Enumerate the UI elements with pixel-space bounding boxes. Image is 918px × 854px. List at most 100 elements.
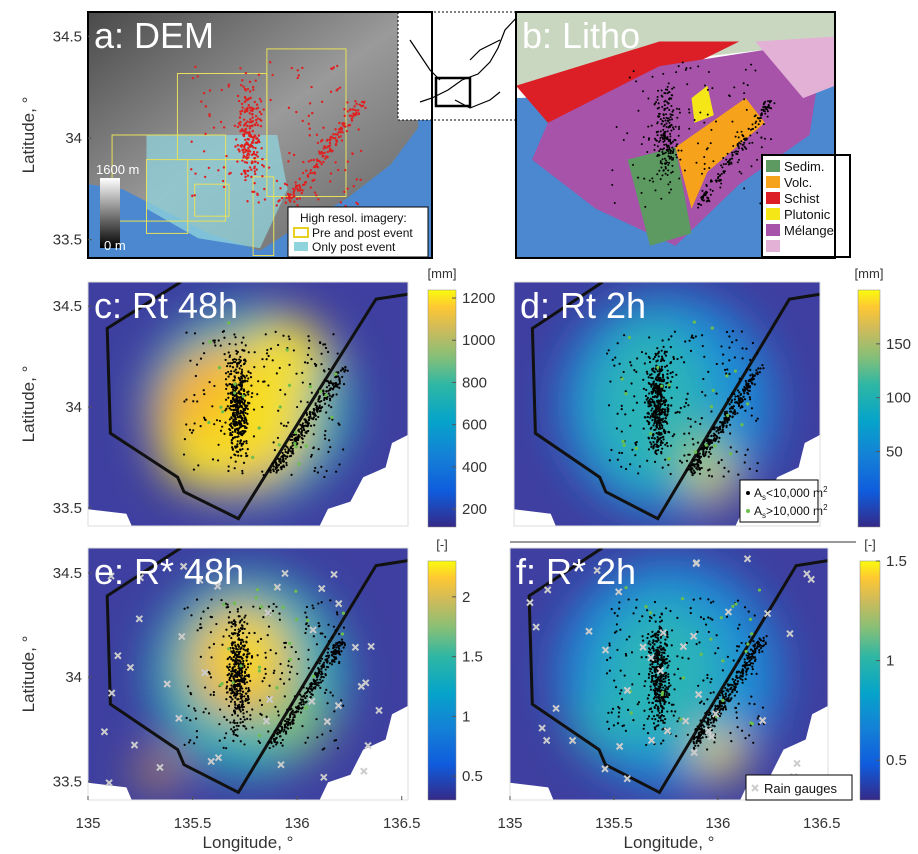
landslide-dot bbox=[732, 680, 736, 683]
rain-gauge bbox=[273, 583, 282, 591]
landslide-dot bbox=[312, 158, 316, 162]
landslide-dot bbox=[223, 736, 226, 739]
landslide-dot bbox=[228, 610, 232, 614]
legend-label: Schist bbox=[784, 191, 820, 206]
landslide-dot bbox=[722, 157, 725, 160]
landslide-dot bbox=[315, 661, 318, 664]
landslide-dot bbox=[351, 152, 354, 156]
landslide-dot bbox=[196, 400, 199, 403]
landslide-dot bbox=[725, 158, 728, 161]
large-landslide bbox=[287, 383, 292, 387]
landslide-dot bbox=[189, 693, 193, 696]
landslide-dot bbox=[333, 136, 337, 140]
landslide-dot bbox=[312, 635, 315, 638]
landslide-dot bbox=[227, 370, 230, 374]
landslide-dot bbox=[720, 172, 723, 175]
landslide-dot bbox=[314, 671, 317, 674]
landslide-dot bbox=[237, 651, 240, 654]
landslide-dot bbox=[651, 392, 654, 395]
landslide-dot bbox=[670, 396, 673, 399]
landslide-dot bbox=[318, 670, 321, 673]
landslide-dot bbox=[252, 107, 255, 110]
landslide-dot bbox=[235, 405, 238, 408]
landslide-dot bbox=[245, 442, 248, 445]
colorbar bbox=[857, 289, 881, 528]
landslide-dot bbox=[322, 160, 325, 164]
landslide-dot bbox=[309, 382, 312, 386]
landslide-dot bbox=[330, 405, 333, 409]
landslide-dot bbox=[312, 446, 315, 450]
landslide-dot bbox=[661, 447, 664, 450]
rain-gauge bbox=[615, 742, 624, 751]
landslide-dot bbox=[247, 390, 250, 393]
colorbar-tick-label: 0.5 bbox=[462, 768, 483, 785]
no-data bbox=[514, 509, 556, 526]
landslide-dot bbox=[656, 659, 660, 663]
landslide-dot bbox=[744, 666, 747, 669]
landslide-dot bbox=[732, 659, 735, 662]
landslide-dot bbox=[692, 336, 695, 340]
landslide-dot bbox=[648, 137, 651, 140]
landslide-dot bbox=[749, 398, 752, 401]
landslide-dot bbox=[653, 402, 656, 405]
landslide-dot bbox=[658, 422, 661, 425]
landslide-dot bbox=[235, 423, 238, 426]
landslide-dot bbox=[296, 442, 299, 446]
landslide-dot bbox=[736, 150, 739, 153]
landslide-dot bbox=[348, 114, 352, 117]
landslide-dot bbox=[335, 140, 338, 144]
landslide-dot bbox=[230, 417, 233, 420]
landslide-dot bbox=[655, 725, 658, 728]
landslide-dot bbox=[193, 332, 197, 335]
landslide-dot bbox=[333, 710, 336, 713]
landslide-dot bbox=[613, 612, 616, 615]
landslide-dot bbox=[296, 189, 300, 192]
landslide-dot bbox=[241, 106, 244, 109]
landslide-dot bbox=[678, 459, 682, 462]
landslide-dot bbox=[672, 150, 675, 153]
landslide-dot bbox=[743, 187, 746, 190]
landslide-dot bbox=[249, 372, 252, 375]
landslide-dot bbox=[277, 343, 280, 347]
landslide-dot bbox=[252, 88, 255, 91]
landslide-dot bbox=[325, 655, 328, 658]
landslide-dot bbox=[228, 418, 231, 421]
landslide-dot bbox=[243, 616, 246, 619]
landslide-dot bbox=[651, 677, 654, 680]
landslide-dot bbox=[719, 421, 722, 424]
landslide-dot bbox=[245, 374, 248, 377]
landslide-dot bbox=[651, 717, 654, 720]
landslide-dot bbox=[712, 691, 715, 694]
landslide-dot bbox=[723, 171, 726, 174]
landslide-dot bbox=[356, 109, 360, 112]
landslide-dot bbox=[229, 432, 232, 435]
landslide-dot bbox=[661, 105, 664, 108]
landslide-dot bbox=[726, 688, 729, 691]
landslide-dot bbox=[332, 647, 335, 650]
landslide-dot bbox=[242, 336, 245, 339]
landslide-dot bbox=[309, 159, 313, 162]
landslide-dot bbox=[245, 640, 248, 643]
legend-title: High resol. imagery: bbox=[300, 211, 407, 225]
landslide-dot bbox=[664, 680, 667, 683]
landslide-dot bbox=[761, 108, 764, 111]
landslide-dot bbox=[284, 641, 287, 644]
rain-gauge bbox=[614, 588, 623, 596]
legend-text: <10,000 m bbox=[766, 486, 823, 500]
landslide-dot bbox=[664, 151, 667, 154]
colorbar-tick-label: 1.5 bbox=[886, 553, 907, 570]
landslide-dot bbox=[658, 432, 662, 435]
landslide-dot bbox=[742, 138, 745, 141]
landslide-dot bbox=[737, 403, 741, 406]
landslide-dot bbox=[739, 406, 742, 409]
landslide-dot bbox=[236, 672, 239, 675]
landslide-dot bbox=[316, 166, 320, 169]
landslide-dot bbox=[290, 645, 293, 649]
rain-gauge bbox=[178, 632, 186, 641]
landslide-dot bbox=[309, 169, 312, 172]
landslide-dot bbox=[751, 123, 754, 126]
landslide-dot bbox=[233, 719, 236, 722]
landslide-dot bbox=[231, 446, 234, 449]
landslide-dot bbox=[346, 187, 349, 190]
landslide-dot bbox=[251, 85, 255, 89]
